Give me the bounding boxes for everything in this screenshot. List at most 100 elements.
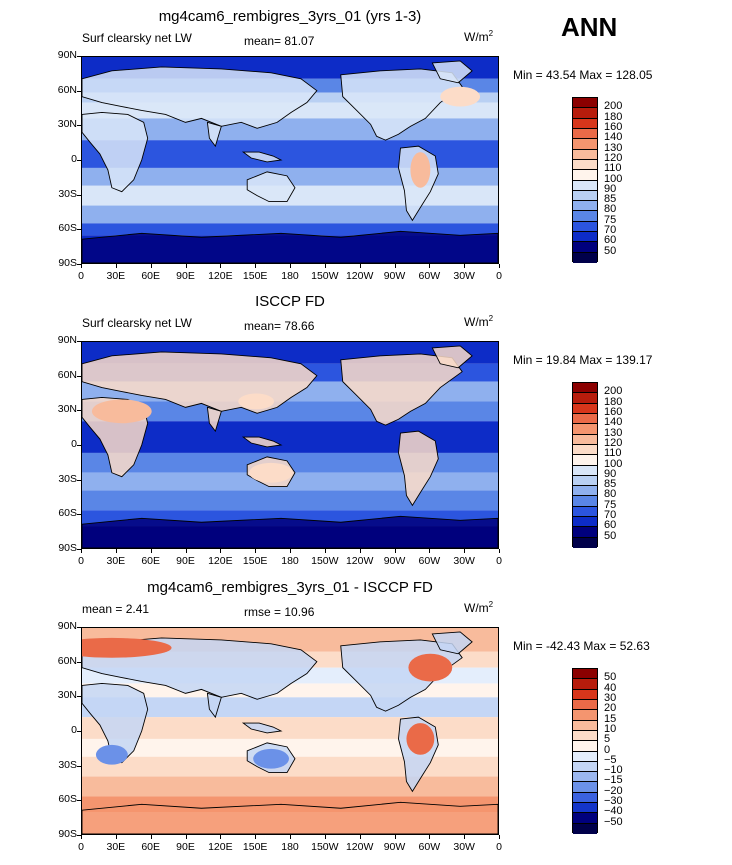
lon-tick-mark <box>185 835 187 839</box>
colorbar-level-label: 90 <box>604 467 617 480</box>
lat-tick-mark <box>77 264 81 265</box>
units-exponent: 2 <box>488 314 494 323</box>
lat-tick-label: 90S <box>58 542 77 554</box>
colorbar-level-label: 50 <box>604 671 617 684</box>
colorbar-segment <box>573 465 597 476</box>
colorbar-level-label: 20 <box>604 702 617 715</box>
colorbar-level-label: 90 <box>604 182 617 195</box>
lon-tick-label: 90W <box>383 841 406 853</box>
colorbar-level-label: 0 <box>604 743 611 756</box>
field-blob <box>410 152 431 188</box>
colorbar-segment <box>573 170 597 181</box>
lon-tick-label: 180 <box>281 841 299 853</box>
field-blob <box>406 723 435 755</box>
colorbar-segment <box>573 813 597 824</box>
colorbar-level-label: 10 <box>604 722 617 735</box>
continent-outline <box>398 430 439 507</box>
colorbar-segment <box>573 455 597 466</box>
colorbar-segment <box>573 761 597 773</box>
colorbar-segment <box>573 782 597 793</box>
colorbar-level-label: 100 <box>604 457 623 470</box>
season-label: ANN <box>561 12 618 42</box>
panel-minmax: Min = -42.43 Max = 52.63 <box>513 639 650 653</box>
lon-tick-label: 150W <box>311 555 339 567</box>
panel-units: W/m2 <box>464 314 493 329</box>
colorbar-segment <box>573 475 597 487</box>
field-blob <box>95 744 128 765</box>
lon-tick-mark <box>499 549 500 553</box>
field-band <box>82 452 498 473</box>
lat-tick-mark <box>77 549 81 550</box>
lat-tick-mark <box>77 229 81 231</box>
continent-outline <box>241 436 283 448</box>
lon-tick-label: 60E <box>141 555 160 567</box>
lon-tick-mark <box>429 549 431 553</box>
field-band <box>82 223 498 236</box>
colorbar-level-label: 200 <box>604 385 623 398</box>
lon-tick-mark <box>464 835 466 839</box>
lon-tick-mark <box>115 264 117 268</box>
lon-tick-label: 120E <box>208 270 233 282</box>
continent-outline <box>82 801 498 834</box>
lat-tick-label: 60N <box>57 654 77 667</box>
field-blob <box>440 86 481 107</box>
lon-tick-label: 150E <box>242 555 268 567</box>
lat-tick-mark <box>77 410 81 412</box>
lon-tick-mark <box>464 549 466 553</box>
lat-tick-mark <box>77 479 81 481</box>
lat-tick-label: 30N <box>57 689 77 702</box>
field-band <box>82 717 498 739</box>
colorbar-segment <box>573 424 597 435</box>
lon-tick-label: 150W <box>311 841 339 853</box>
field-blob <box>249 462 293 483</box>
continent-outline <box>241 151 283 163</box>
colorbar-segment <box>573 710 597 721</box>
colorbar-segment <box>573 149 597 160</box>
colorbar-segment <box>573 98 597 109</box>
lon-tick-label: 90E <box>176 555 195 567</box>
lat-tick-label: 30S <box>58 187 77 200</box>
colorbar-segment <box>573 751 597 762</box>
lat-tick-mark <box>77 696 81 698</box>
lat-tick-mark <box>77 194 81 196</box>
colorbar-segment <box>573 108 597 119</box>
lon-tick-mark <box>255 549 257 553</box>
lon-tick-label: 60W <box>418 555 441 567</box>
lon-tick-mark <box>429 835 431 839</box>
colorbar-segment <box>573 823 597 834</box>
lon-tick-label: 0 <box>78 555 84 567</box>
lon-tick-mark <box>359 264 361 268</box>
colorbar-level-label: 110 <box>604 162 622 175</box>
colorbar-segment <box>573 679 597 690</box>
lat-tick-label: 0 <box>71 153 77 165</box>
colorbar-segment <box>573 180 597 191</box>
lat-tick-label: 0 <box>71 724 77 736</box>
panel-left-label: Surf clearsky net LW <box>82 31 192 45</box>
units-exponent: 2 <box>488 29 494 38</box>
lon-tick-mark <box>150 835 152 839</box>
colorbar-segment <box>573 403 597 414</box>
lon-tick-label: 150E <box>242 841 268 853</box>
colorbar-level-label: −50 <box>604 815 623 828</box>
panel-units: W/m2 <box>464 600 493 615</box>
colorbar-segment <box>573 211 597 222</box>
colorbar-segment <box>573 413 597 425</box>
lon-tick-label: 30W <box>453 841 475 853</box>
lon-tick-label: 90W <box>383 555 406 567</box>
colorbar-level-label: 100 <box>604 172 623 185</box>
colorbar-segment <box>573 486 597 497</box>
colorbar-segment <box>573 139 597 150</box>
lon-tick-label: 120E <box>208 841 233 853</box>
colorbar-segment <box>573 506 597 518</box>
lat-tick-label: 90S <box>58 828 77 840</box>
continent-outline <box>206 406 222 433</box>
lon-tick-mark <box>394 835 396 839</box>
lon-tick-mark <box>81 549 82 553</box>
field-band <box>82 776 498 797</box>
colorbar-segment <box>573 383 597 394</box>
colorbar-level-label: −20 <box>604 784 623 797</box>
continent-outline <box>82 683 149 764</box>
lat-tick-label: 30S <box>58 472 77 485</box>
lon-tick-mark <box>324 835 326 839</box>
lon-tick-mark <box>324 264 326 268</box>
